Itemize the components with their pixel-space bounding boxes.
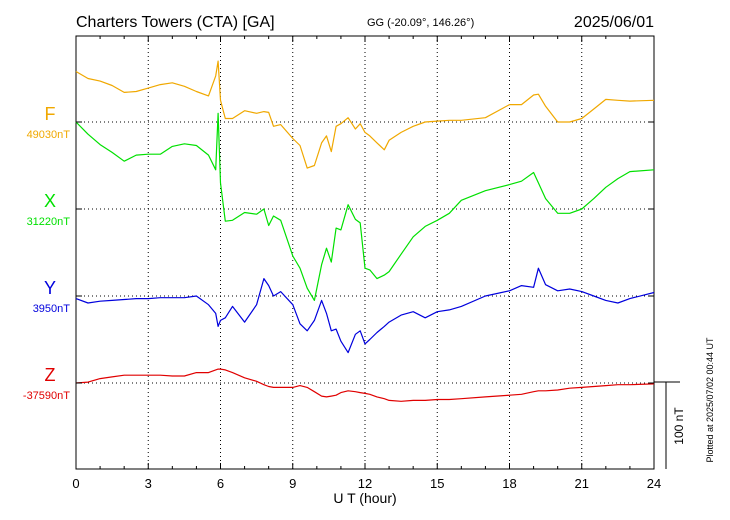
series-name-f: F xyxy=(45,104,56,124)
plotted-at-note: Plotted at 2025/07/02 00:44 UT xyxy=(705,337,715,463)
x-tick-label: 12 xyxy=(358,476,372,491)
x-tick-label: 21 xyxy=(575,476,589,491)
x-ticks: 0 3 6 9 12 15 18 21 24 xyxy=(72,36,661,491)
station-title: Charters Towers (CTA) [GA] xyxy=(76,14,275,31)
scale-bar: 100 nT xyxy=(654,381,686,469)
series-name-z: Z xyxy=(45,365,56,385)
x-tick-label: 6 xyxy=(217,476,224,491)
series-line-x xyxy=(75,112,655,301)
scale-bar-label: 100 nT xyxy=(672,407,686,445)
x-tick-label: 18 xyxy=(502,476,516,491)
series-baseline-f: 49030nT xyxy=(27,129,71,141)
series-line-z xyxy=(75,368,655,402)
x-tick-label: 15 xyxy=(430,476,444,491)
x-axis-label: U T (hour) xyxy=(333,490,396,506)
x-tick-label: 3 xyxy=(145,476,152,491)
series-line-y xyxy=(75,267,655,354)
x-tick-label: 0 xyxy=(72,476,79,491)
x-tick-label: 9 xyxy=(289,476,296,491)
station-coordinates: GG (-20.09°, 146.26°) xyxy=(367,17,474,29)
grid-lines xyxy=(76,36,654,469)
series-baseline-z: -37590nT xyxy=(23,390,70,402)
series-layer: F 49030nT X 31220nT Y 3950nT Z -37590nT xyxy=(23,60,655,402)
plot-date: 2025/06/01 xyxy=(574,14,654,31)
series-baseline-y: 3950nT xyxy=(33,303,71,315)
x-tick-label: 24 xyxy=(647,476,661,491)
series-line-f xyxy=(75,60,655,169)
series-baseline-x: 31220nT xyxy=(27,216,71,228)
series-name-y: Y xyxy=(44,278,56,298)
series-name-x: X xyxy=(44,191,56,211)
